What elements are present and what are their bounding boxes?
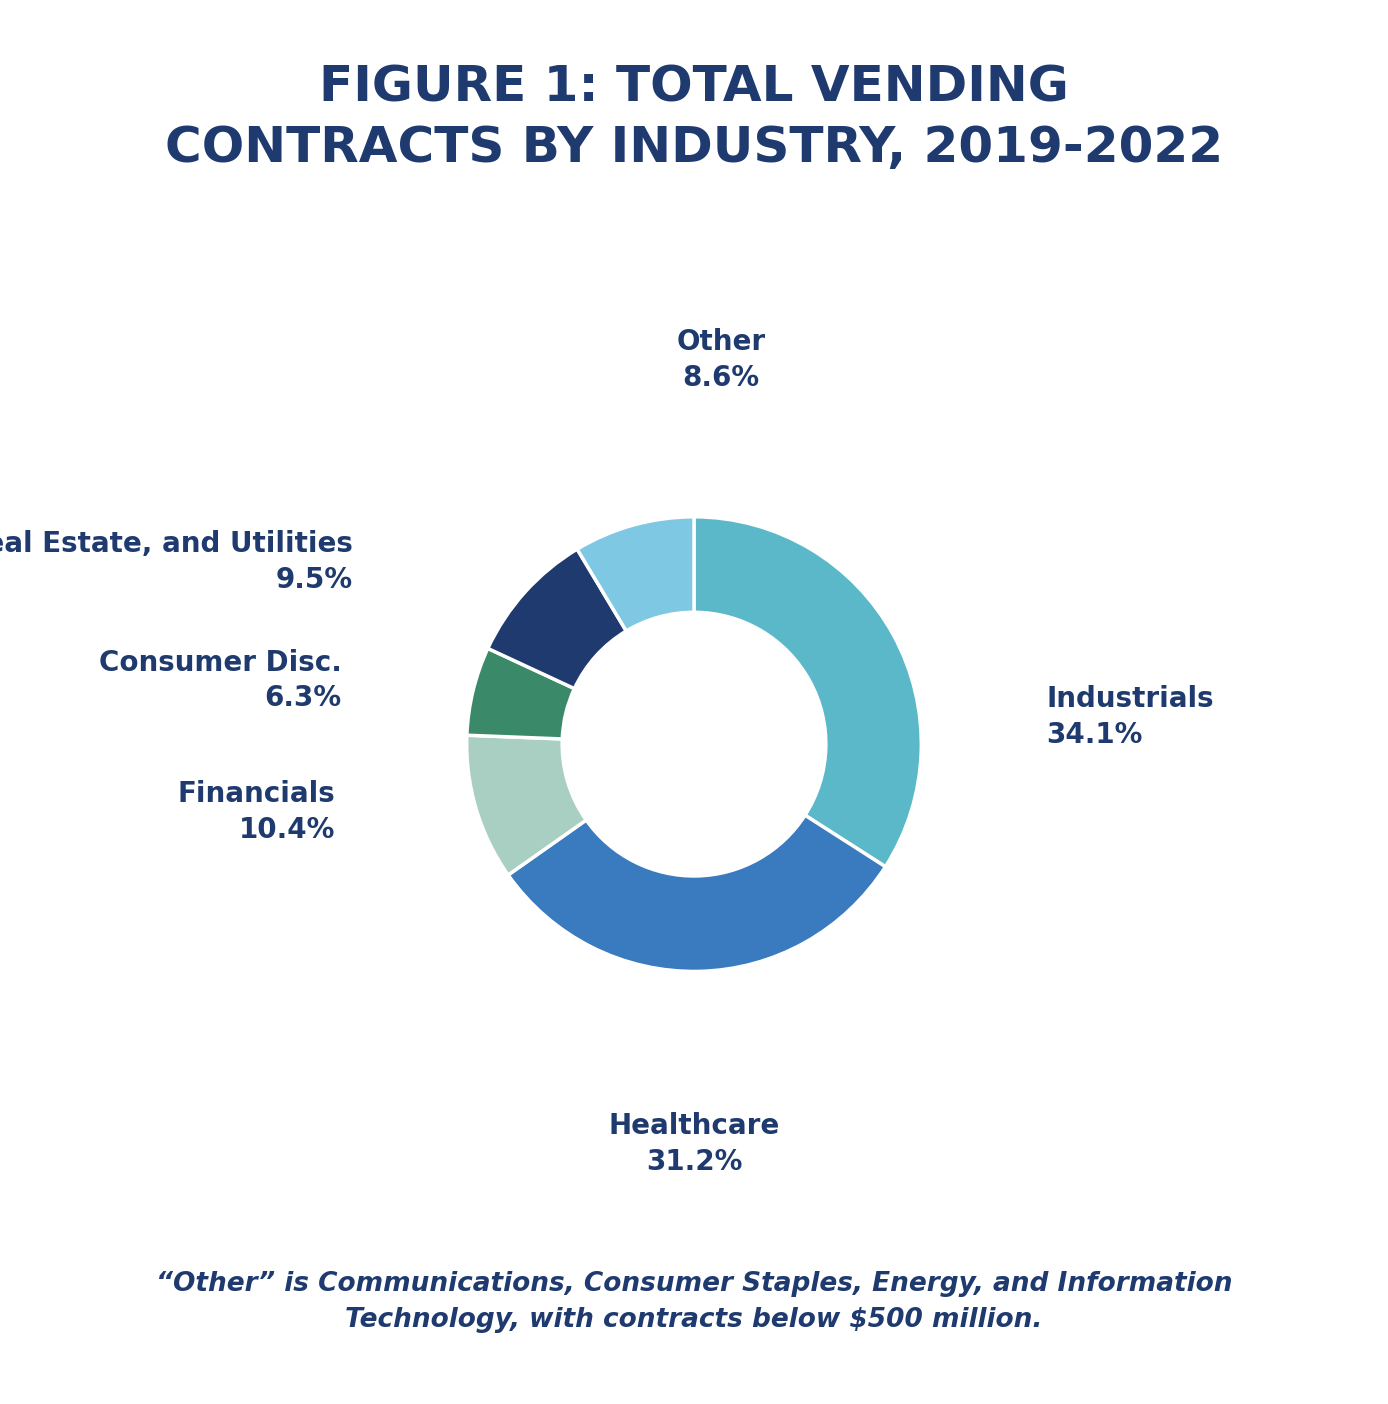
Text: Consumer Disc.
6.3%: Consumer Disc. 6.3% (99, 649, 341, 712)
Wedge shape (466, 736, 586, 875)
Text: Other
8.6%: Other 8.6% (677, 329, 766, 392)
Wedge shape (577, 517, 694, 630)
Wedge shape (508, 816, 886, 972)
Text: Materials, Real Estate, and Utilities
9.5%: Materials, Real Estate, and Utilities 9.… (0, 531, 353, 594)
Text: “Other” is Communications, Consumer Staples, Energy, and Information
Technology,: “Other” is Communications, Consumer Stap… (155, 1271, 1233, 1332)
Text: Healthcare
31.2%: Healthcare 31.2% (608, 1112, 780, 1177)
Wedge shape (694, 517, 922, 866)
Text: FIGURE 1: TOTAL VENDING
CONTRACTS BY INDUSTRY, 2019-2022: FIGURE 1: TOTAL VENDING CONTRACTS BY IND… (165, 63, 1223, 173)
Wedge shape (466, 649, 575, 739)
Wedge shape (487, 549, 626, 688)
Text: Industrials
34.1%: Industrials 34.1% (1047, 685, 1214, 748)
Text: Financials
10.4%: Financials 10.4% (178, 781, 335, 844)
